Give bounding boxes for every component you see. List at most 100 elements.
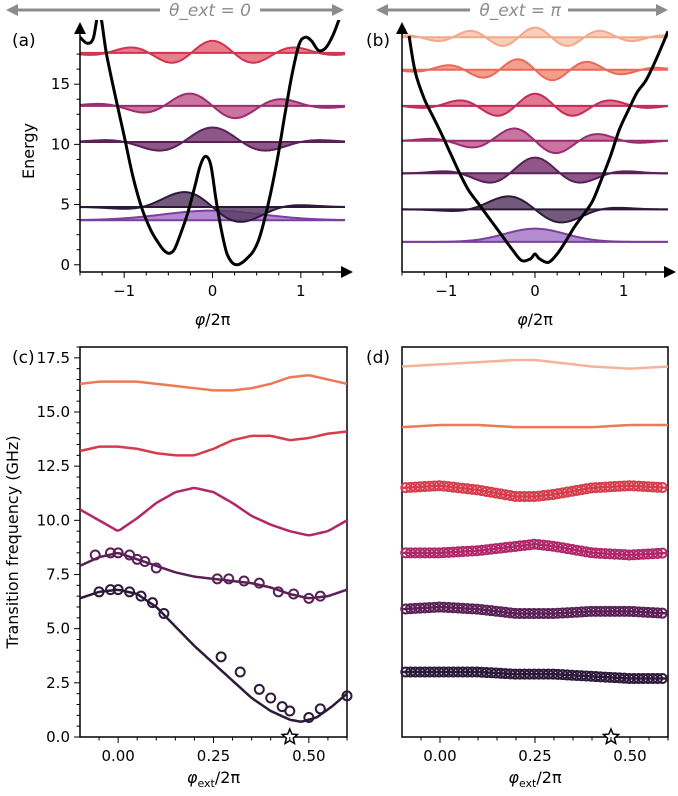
wavefunction-line-5 <box>80 39 345 64</box>
wavefunction-line-1 <box>80 209 345 221</box>
series-line-6 <box>401 358 669 370</box>
wavefunction-fill-1 <box>402 228 668 242</box>
y-tick-label: 0.0 <box>46 728 70 746</box>
series-line-5 <box>79 374 348 392</box>
header-left: θ_ext = 0 <box>6 1 344 21</box>
level-3 <box>402 156 668 184</box>
panel-label: (c) <box>12 348 35 368</box>
data-point <box>652 607 664 619</box>
level-1 <box>80 209 345 222</box>
y-tick-label: 5 <box>60 196 70 214</box>
x-axis-label: φext/2π <box>508 768 562 790</box>
wavefunction-fill-3 <box>402 157 668 183</box>
data-point <box>288 588 300 600</box>
y-tick-label: 2.5 <box>46 674 70 692</box>
y-tick-label: 7.5 <box>46 566 70 584</box>
wavefunction-line-1 <box>402 227 668 243</box>
y-tick-label: 0 <box>60 256 70 274</box>
data-point <box>238 575 250 587</box>
series-4 <box>79 430 348 457</box>
star-marker-icon <box>280 727 300 746</box>
series-2 <box>400 601 669 619</box>
y-tick-label: 15 <box>51 75 70 93</box>
panel-c: 0.00 0.25 0.50 0.0 2.5 5.0 7.5 10.0 12.5 15.0 17.5… <box>3 346 353 790</box>
panel-d: 0.00 0.25 0.50 (d) φext/2π <box>366 346 669 790</box>
y-tick-label: 10.0 <box>37 511 70 529</box>
x-axis-arrowhead <box>664 266 676 278</box>
wavefunction-line-4 <box>402 127 668 155</box>
header-left-arrowhead-right <box>332 4 344 16</box>
x-tick-label: −1 <box>113 282 135 300</box>
x-tick-label: 0.00 <box>423 747 456 765</box>
x-tick-label: 0.00 <box>101 747 134 765</box>
data-point <box>253 683 265 695</box>
data-point <box>139 556 151 567</box>
wavefunction-fill-5 <box>402 93 668 116</box>
data-point <box>112 547 124 559</box>
data-point <box>272 586 284 598</box>
data-point <box>124 586 136 598</box>
star-marker-icon <box>601 727 621 746</box>
x-axis-label: φ/2π <box>195 310 231 329</box>
y-axis-arrowhead <box>396 22 408 34</box>
level-1 <box>402 227 668 243</box>
data-point <box>89 549 101 561</box>
wavefunction-line-2 <box>80 191 345 223</box>
y-axis-label: Transition frequency (GHz) <box>3 435 22 649</box>
series-1 <box>79 584 353 723</box>
series-5 <box>401 423 668 429</box>
header-right-arrowhead-right <box>656 4 668 16</box>
level-2 <box>402 195 668 224</box>
wavefunction-line-4 <box>80 92 345 120</box>
header-right-arrowhead-left <box>376 4 388 16</box>
y-tick-label: 10 <box>51 135 70 153</box>
level-6 <box>402 58 668 82</box>
data-point <box>656 547 668 559</box>
y-tick-label: 15.0 <box>37 403 70 421</box>
data-point <box>652 481 664 493</box>
data-point <box>105 547 117 559</box>
data-point <box>150 562 162 574</box>
plot-area <box>402 26 668 264</box>
wavefunction-fill-5 <box>80 40 345 63</box>
x-tick-label: 0.50 <box>613 747 646 765</box>
data-point <box>314 703 326 715</box>
data-point <box>234 666 246 678</box>
data-point <box>93 586 105 598</box>
panel-b: −1 0 1 (b) φ/2π <box>366 22 676 329</box>
x-axis-arrowhead <box>341 266 353 278</box>
potential-curve <box>80 20 341 267</box>
data-point <box>284 705 296 717</box>
header-right: θ_ext = π <box>376 1 668 21</box>
x-tick-label: −1 <box>435 282 457 300</box>
data-point <box>303 592 315 604</box>
x-tick-label: 0.50 <box>292 747 325 765</box>
x-tick-label: 0.25 <box>518 747 551 765</box>
y-axis-arrowhead <box>74 22 86 34</box>
data-point <box>146 597 158 609</box>
potential-curve <box>407 30 668 264</box>
wavefunction-line-2 <box>402 195 668 224</box>
data-point <box>314 590 326 602</box>
series-2 <box>79 547 348 604</box>
level-5 <box>402 92 668 117</box>
series-6 <box>401 358 669 370</box>
series-3 <box>79 486 348 537</box>
series-line-1 <box>79 588 348 723</box>
header-left-arrowhead-left <box>6 4 18 16</box>
wavefunction-fill-3 <box>80 127 345 151</box>
data-point <box>135 590 147 602</box>
data-point <box>253 577 265 589</box>
data-point <box>656 607 668 619</box>
data-point <box>215 651 227 663</box>
x-axis-label: φext/2π <box>187 768 241 790</box>
panel-label: (a) <box>12 31 36 51</box>
wavefunction-line-5 <box>402 92 668 117</box>
data-point <box>652 547 664 559</box>
y-tick-label: 12.5 <box>37 457 70 475</box>
series-4 <box>400 480 669 502</box>
series-5 <box>79 374 348 392</box>
series-line-3 <box>79 486 348 537</box>
header-left-label: θ_ext = 0 <box>169 1 251 21</box>
